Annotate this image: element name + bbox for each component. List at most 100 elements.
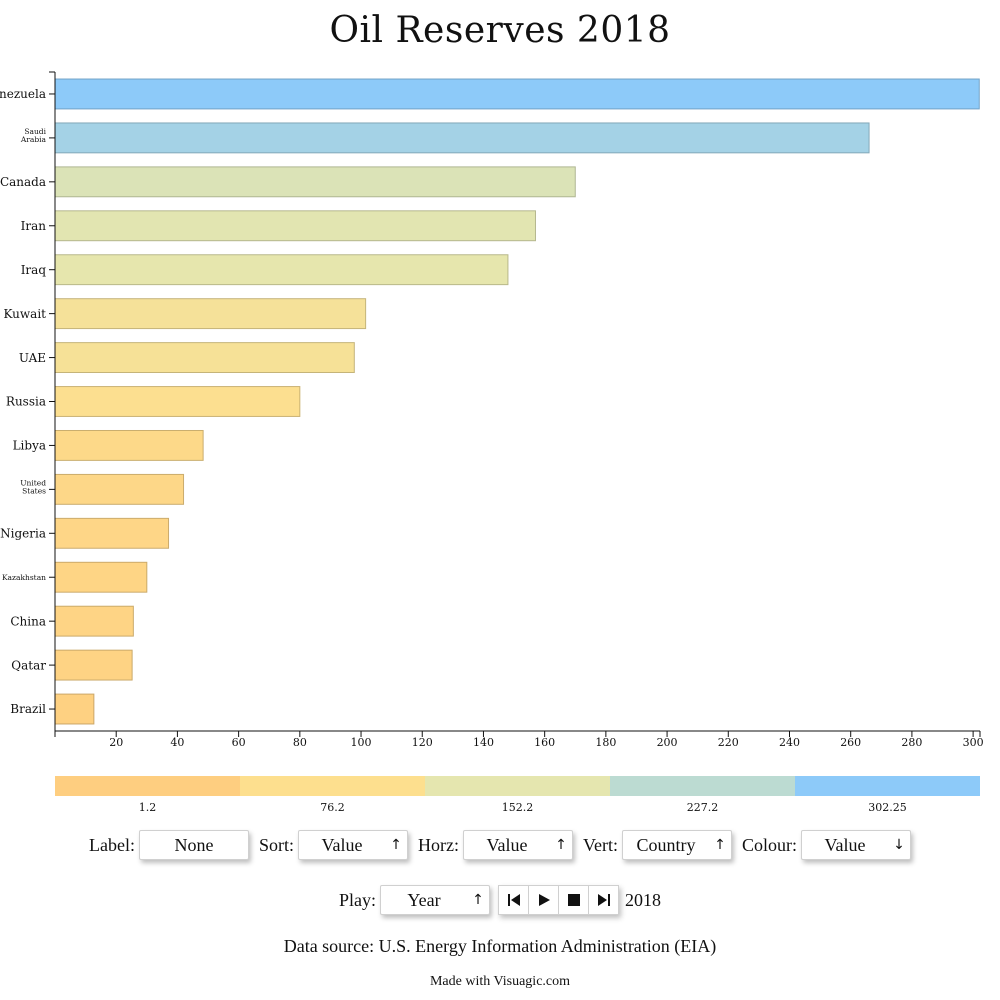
legend-swatch	[55, 776, 240, 796]
play-button[interactable]	[528, 885, 559, 915]
y-tick-label: Saudi Arabia	[20, 127, 47, 144]
label-caption: Label:	[89, 834, 135, 855]
vert-select[interactable]: Country ↑	[621, 830, 732, 860]
y-tick-label: Kuwait	[3, 307, 46, 321]
play-select-value: Year	[407, 889, 441, 910]
bar	[54, 122, 870, 154]
y-tick-label-line: United	[20, 478, 46, 487]
x-tick-label: 180	[595, 736, 616, 749]
bar	[54, 649, 133, 681]
y-tick-label: Russia	[6, 395, 46, 409]
y-tick-label: Iraq	[21, 263, 47, 277]
x-tick-label: 120	[412, 736, 433, 749]
playback-buttons	[498, 885, 619, 915]
y-tick-label: Brazil	[10, 702, 46, 716]
y-tick-label: Nigeria	[0, 527, 46, 541]
bar	[54, 473, 185, 505]
arrow-up-icon[interactable]: ↑	[390, 837, 402, 853]
sort-select-value: Value	[321, 834, 363, 855]
play-control: Play: Year ↑ 2018	[339, 885, 661, 915]
x-tick-label: 220	[718, 736, 739, 749]
stop-button[interactable]	[558, 885, 589, 915]
y-tick-label: Libya	[13, 439, 46, 453]
bar	[54, 429, 204, 461]
legend-swatch	[240, 776, 425, 796]
bar	[54, 605, 134, 637]
colour-control: Colour: Value ↓	[742, 830, 911, 860]
x-tick-label: 200	[657, 736, 678, 749]
vert-control: Vert: Country ↑	[583, 830, 732, 860]
x-tick-label: 80	[293, 736, 307, 749]
y-tick-label-line: Saudi	[24, 127, 46, 136]
horz-control: Horz: Value ↑	[418, 830, 573, 860]
controls-row: Label: None Sort: Value ↑ Horz: Value ↑ …	[0, 830, 1000, 860]
arrow-down-icon[interactable]: ↓	[893, 837, 905, 853]
play-icon	[538, 894, 550, 906]
y-tick-label: Kazakhstan	[2, 573, 46, 582]
x-tick-label: 40	[170, 736, 184, 749]
y-tick-label: UAE	[19, 351, 46, 365]
x-tick-label: 260	[840, 736, 861, 749]
chart-title: Oil Reserves 2018	[329, 10, 671, 51]
label-select[interactable]: None	[138, 830, 249, 860]
label-select-value: None	[174, 834, 214, 855]
bar	[54, 254, 509, 286]
legend-label: 76.2	[320, 801, 345, 814]
y-tick-label-line: Arabia	[20, 135, 47, 144]
bar	[54, 517, 170, 549]
sort-control: Sort: Value ↑	[259, 830, 408, 860]
x-tick-label: 240	[779, 736, 800, 749]
bar	[54, 693, 95, 725]
sort-select[interactable]: Value ↑	[298, 830, 408, 860]
legend-label: 152.2	[502, 801, 534, 814]
y-tick-label: Iran	[21, 219, 47, 233]
x-tick-label: 60	[232, 736, 246, 749]
x-tick-label: 160	[534, 736, 555, 749]
vert-caption: Vert:	[582, 834, 618, 855]
legend-label: 302.25	[868, 801, 907, 814]
x-tick-label: 100	[351, 736, 372, 749]
horz-select-value: Value	[486, 834, 528, 855]
data-source: Data source: U.S. Energy Information Adm…	[283, 936, 717, 956]
arrow-up-icon[interactable]: ↑	[714, 837, 726, 853]
legend-swatch	[610, 776, 795, 796]
x-tick-label: 300	[963, 736, 984, 749]
vert-select-value: Country	[636, 834, 696, 855]
y-tick-label: Qatar	[11, 658, 46, 672]
colour-select[interactable]: Value ↓	[801, 830, 911, 860]
skip-to-end-button[interactable]	[588, 885, 619, 915]
y-tick-label-line: States	[22, 486, 46, 495]
play-row: Play: Year ↑ 2018	[0, 885, 1000, 915]
bar	[54, 166, 576, 198]
play-select[interactable]: Year ↑	[380, 885, 490, 915]
bar	[54, 386, 301, 417]
skip-to-start-icon	[507, 894, 520, 906]
horz-caption: Horz:	[418, 834, 459, 855]
legend-swatch	[425, 776, 610, 796]
made-with-credit: Made with Visuagic.com	[429, 974, 571, 989]
bar	[54, 210, 536, 242]
bar	[54, 342, 355, 374]
sort-caption: Sort:	[258, 834, 294, 855]
y-tick-label: Venezuela	[0, 87, 46, 101]
x-tick-label: 140	[473, 736, 494, 749]
colour-select-value: Value	[824, 834, 866, 855]
y-tick-label: China	[10, 614, 46, 628]
horz-select[interactable]: Value ↑	[462, 830, 573, 860]
legend-label: 1.2	[139, 801, 157, 814]
arrow-up-icon[interactable]: ↑	[555, 837, 567, 853]
skip-to-start-button[interactable]	[498, 885, 529, 915]
stop-icon	[567, 894, 580, 906]
y-tick-label: United States	[20, 478, 46, 495]
play-caption: Play:	[338, 889, 376, 910]
legend-swatch	[795, 776, 980, 796]
arrow-up-icon[interactable]: ↑	[472, 892, 484, 908]
colour-caption: Colour:	[741, 834, 797, 855]
current-year: 2018	[625, 889, 661, 910]
label-control: Label: None	[89, 830, 249, 860]
skip-to-end-icon	[597, 894, 610, 906]
bar	[54, 78, 980, 110]
x-tick-label: 280	[901, 736, 922, 749]
bar	[54, 561, 148, 593]
